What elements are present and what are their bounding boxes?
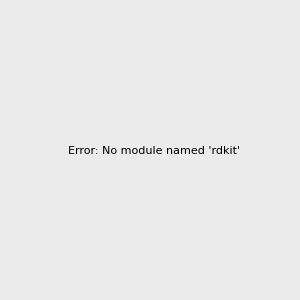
Text: Error: No module named 'rdkit': Error: No module named 'rdkit' — [68, 146, 240, 157]
